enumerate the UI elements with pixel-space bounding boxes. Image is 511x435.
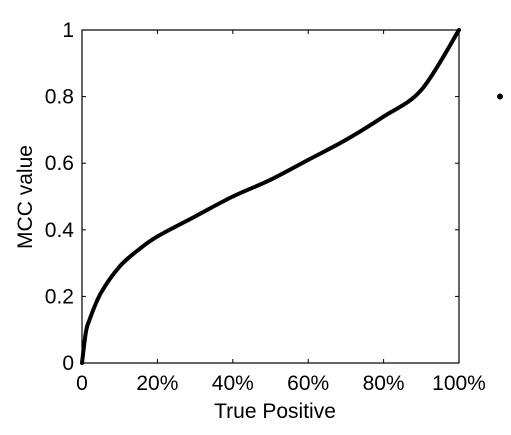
y-axis-title: MCC value xyxy=(14,145,37,249)
bullet-marker: • xyxy=(496,84,504,109)
x-axis-title: True Positive xyxy=(214,400,336,423)
x-tick-label: 0 xyxy=(76,372,88,395)
plot-frame xyxy=(81,29,460,364)
y-tick-label: 0.4 xyxy=(45,219,75,242)
y-tick-label: 0.6 xyxy=(45,152,74,175)
tick-labels: 0 20% 40% 60% 80% 100% 0 0.2 0.4 0.6 0.8 1 xyxy=(45,19,486,395)
x-tick-label: 100% xyxy=(432,372,486,395)
y-tick-label: 0.8 xyxy=(45,86,74,109)
x-tick-label: 40% xyxy=(212,372,254,395)
x-tick-label: 80% xyxy=(363,372,405,395)
x-tick-label: 20% xyxy=(136,372,178,395)
series-line xyxy=(80,28,461,365)
x-tick-label: 60% xyxy=(287,372,329,395)
y-tick-label: 0.2 xyxy=(45,285,74,308)
y-tick-label: 1 xyxy=(62,19,74,42)
ticks xyxy=(81,29,460,364)
y-tick-label: 0 xyxy=(62,352,74,375)
